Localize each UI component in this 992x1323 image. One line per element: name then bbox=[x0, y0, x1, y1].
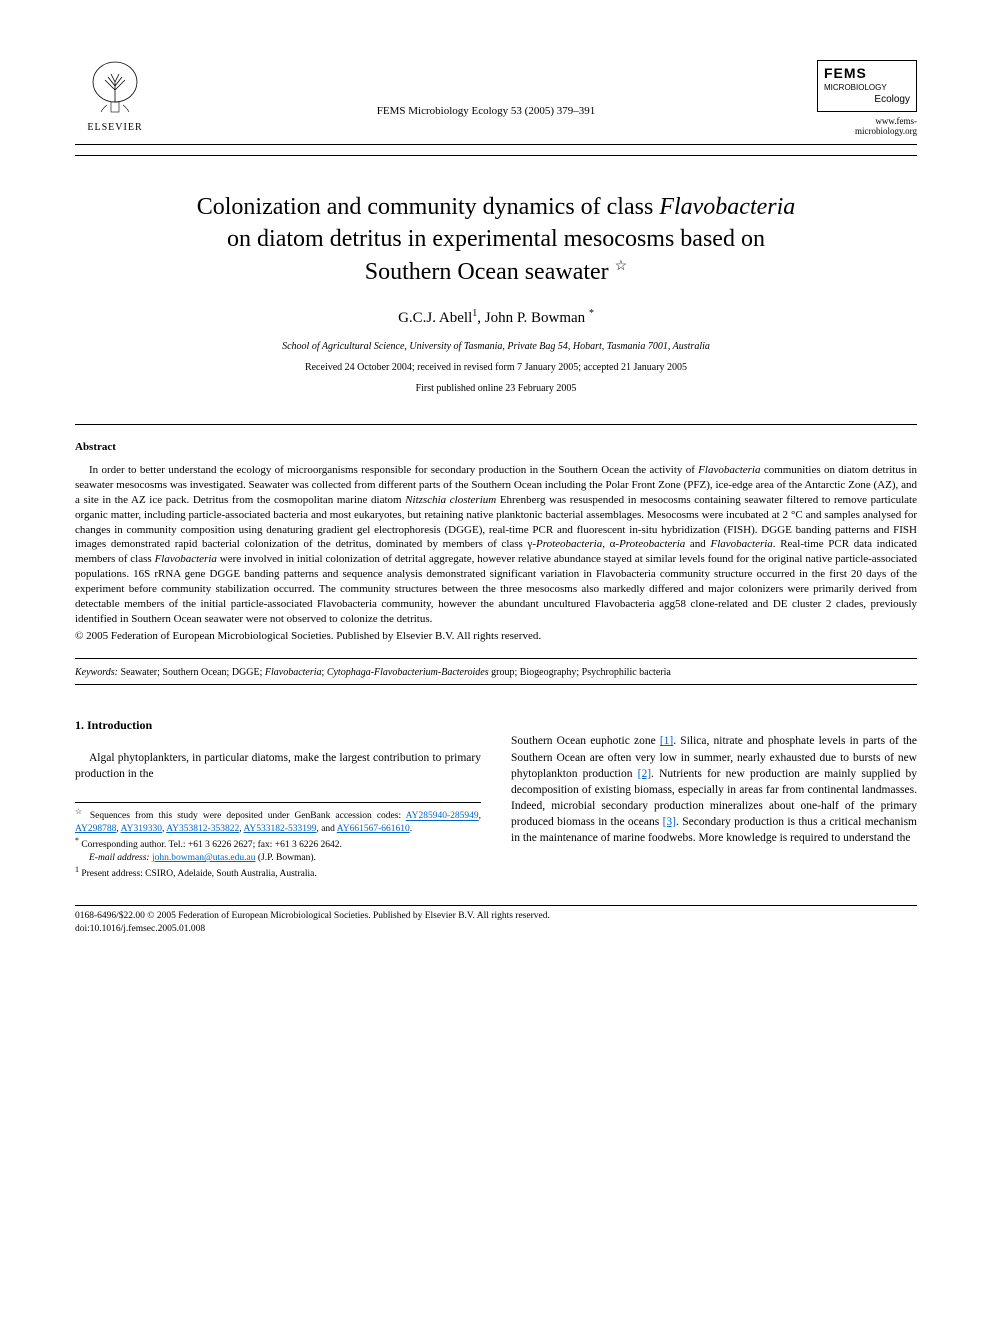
body-text: Southern Ocean euphotic zone bbox=[511, 735, 660, 747]
fems-sub1: MICROBIOLOGY bbox=[824, 83, 910, 92]
footer-line1: 0168-6496/$22.00 © 2005 Federation of Eu… bbox=[75, 910, 917, 923]
abstract-copyright: © 2005 Federation of European Microbiolo… bbox=[75, 630, 917, 642]
abstract-text-span: , α- bbox=[602, 538, 619, 550]
reference-link[interactable]: [2] bbox=[638, 768, 651, 780]
header-rule-bottom bbox=[75, 155, 917, 156]
keywords-label: Keywords: bbox=[75, 667, 118, 678]
accession-link[interactable]: AY353812-353822 bbox=[166, 824, 239, 834]
footer-doi: doi:10.1016/j.femsec.2005.01.008 bbox=[75, 923, 917, 936]
keyword-italic: Flavobacteria bbox=[265, 667, 322, 678]
abstract-italic-span: Nitzschia closterium bbox=[405, 494, 496, 506]
footnote-star: ☆ Sequences from this study were deposit… bbox=[75, 807, 481, 836]
accession-sep: , bbox=[479, 812, 481, 822]
abstract-body: In order to better understand the ecolog… bbox=[75, 463, 917, 626]
present-text: Present address: CSIRO, Adelaide, South … bbox=[79, 869, 317, 879]
abstract-italic-span: Flavobacteria bbox=[155, 553, 217, 565]
footnote-email: E-mail address: john.bowman@utas.edu.au … bbox=[75, 852, 481, 865]
author-sep: , bbox=[477, 310, 485, 326]
title-part1: Colonization and community dynamics of c… bbox=[197, 194, 660, 220]
abstract-italic-span: Flavobacteria bbox=[698, 464, 760, 476]
footnote-star-post: . bbox=[410, 824, 412, 834]
abstract-text-span: and bbox=[685, 538, 710, 550]
email-post: (J.P. Bowman). bbox=[255, 853, 315, 863]
keywords-body: Seawater; Southern Ocean; DGGE; Flavobac… bbox=[118, 667, 671, 678]
title-italic: Flavobacteria bbox=[659, 194, 795, 220]
footnote-present: 1 Present address: CSIRO, Adelaide, Sout… bbox=[75, 865, 481, 881]
fems-sub2: Ecology bbox=[824, 94, 910, 105]
author-2: John P. Bowman bbox=[485, 310, 585, 326]
footnotes: ☆ Sequences from this study were deposit… bbox=[75, 802, 481, 881]
article-title: Colonization and community dynamics of c… bbox=[115, 191, 877, 288]
title-star-icon: ☆ bbox=[615, 259, 628, 274]
keywords-rule-top bbox=[75, 658, 917, 659]
affiliation: School of Agricultural Science, Universi… bbox=[75, 341, 917, 352]
accession-link[interactable]: AY298788 bbox=[75, 824, 116, 834]
abstract-italic-span: Flavobacteria bbox=[710, 538, 772, 550]
section-1-heading: 1. Introduction bbox=[75, 717, 481, 734]
reference-link[interactable]: [3] bbox=[663, 816, 676, 828]
abstract-heading: Abstract bbox=[75, 441, 917, 453]
fems-title: FEMS bbox=[824, 65, 910, 81]
elsevier-label: ELSEVIER bbox=[87, 122, 142, 133]
title-line3: Southern Ocean seawater bbox=[365, 259, 609, 285]
fems-logo: FEMS MICROBIOLOGY Ecology www.fems-micro… bbox=[817, 60, 917, 136]
star-icon: ☆ bbox=[75, 807, 85, 816]
body-columns: 1. Introduction Algal phytoplankters, in… bbox=[75, 687, 917, 881]
accession-link[interactable]: AY533182-533199 bbox=[243, 824, 316, 834]
accession-sep: , and bbox=[316, 824, 336, 834]
fems-box: FEMS MICROBIOLOGY Ecology bbox=[817, 60, 917, 112]
abstract-italic-span: Proteobacteria bbox=[619, 538, 685, 550]
header-rule-top bbox=[75, 144, 917, 145]
author-2-sup: * bbox=[589, 308, 594, 319]
elsevier-logo: ELSEVIER bbox=[75, 60, 155, 133]
keywords: Keywords: Seawater; Southern Ocean; DGGE… bbox=[75, 667, 917, 678]
reference-link[interactable]: [1] bbox=[660, 735, 673, 747]
accession-link[interactable]: AY285940-285949 bbox=[406, 812, 479, 822]
title-line2: on diatom detritus in experimental mesoc… bbox=[227, 226, 765, 252]
author-1: G.C.J. Abell bbox=[398, 310, 472, 326]
authors: G.C.J. Abell1, John P. Bowman * bbox=[75, 308, 917, 327]
page-header: ELSEVIER FEMS Microbiology Ecology 53 (2… bbox=[75, 60, 917, 136]
abstract-rule-top bbox=[75, 424, 917, 425]
abstract-text-span: In order to better understand the ecolog… bbox=[89, 464, 698, 476]
column-left: 1. Introduction Algal phytoplankters, in… bbox=[75, 687, 481, 881]
keywords-rule-bottom bbox=[75, 684, 917, 685]
fems-url[interactable]: www.fems-microbiology.org bbox=[817, 116, 917, 136]
footer-rule bbox=[75, 905, 917, 906]
corr-text: Corresponding author. Tel.: +61 3 6226 2… bbox=[79, 840, 342, 850]
keyword-text: group; Biogeography; Psychrophilic bacte… bbox=[489, 667, 671, 678]
accession-link[interactable]: AY319330 bbox=[121, 824, 162, 834]
page-footer: 0168-6496/$22.00 © 2005 Federation of Eu… bbox=[75, 905, 917, 936]
email-link[interactable]: john.bowman@utas.edu.au bbox=[152, 853, 255, 863]
accession-link[interactable]: AY661567-661610 bbox=[337, 824, 410, 834]
footnote-corresponding: * Corresponding author. Tel.: +61 3 6226… bbox=[75, 836, 481, 852]
abstract-italic-span: Proteobacteria bbox=[536, 538, 602, 550]
footnote-star-pre: Sequences from this study were deposited… bbox=[90, 812, 406, 822]
article-dates: Received 24 October 2004; received in re… bbox=[75, 362, 917, 373]
keyword-italic: Cytophaga-Flavobacterium-Bacteroides bbox=[327, 667, 489, 678]
citation-text: FEMS Microbiology Ecology 53 (2005) 379–… bbox=[155, 60, 817, 117]
column-right: Southern Ocean euphotic zone [1]. Silica… bbox=[511, 687, 917, 881]
email-label: E-mail address: bbox=[89, 853, 150, 863]
keyword-text: Seawater; Southern Ocean; DGGE; bbox=[118, 667, 265, 678]
first-published: First published online 23 February 2005 bbox=[75, 383, 917, 394]
intro-para-left: Algal phytoplankters, in particular diat… bbox=[75, 750, 481, 782]
intro-para-right: Southern Ocean euphotic zone [1]. Silica… bbox=[511, 733, 917, 846]
elsevier-tree-icon bbox=[85, 60, 145, 120]
